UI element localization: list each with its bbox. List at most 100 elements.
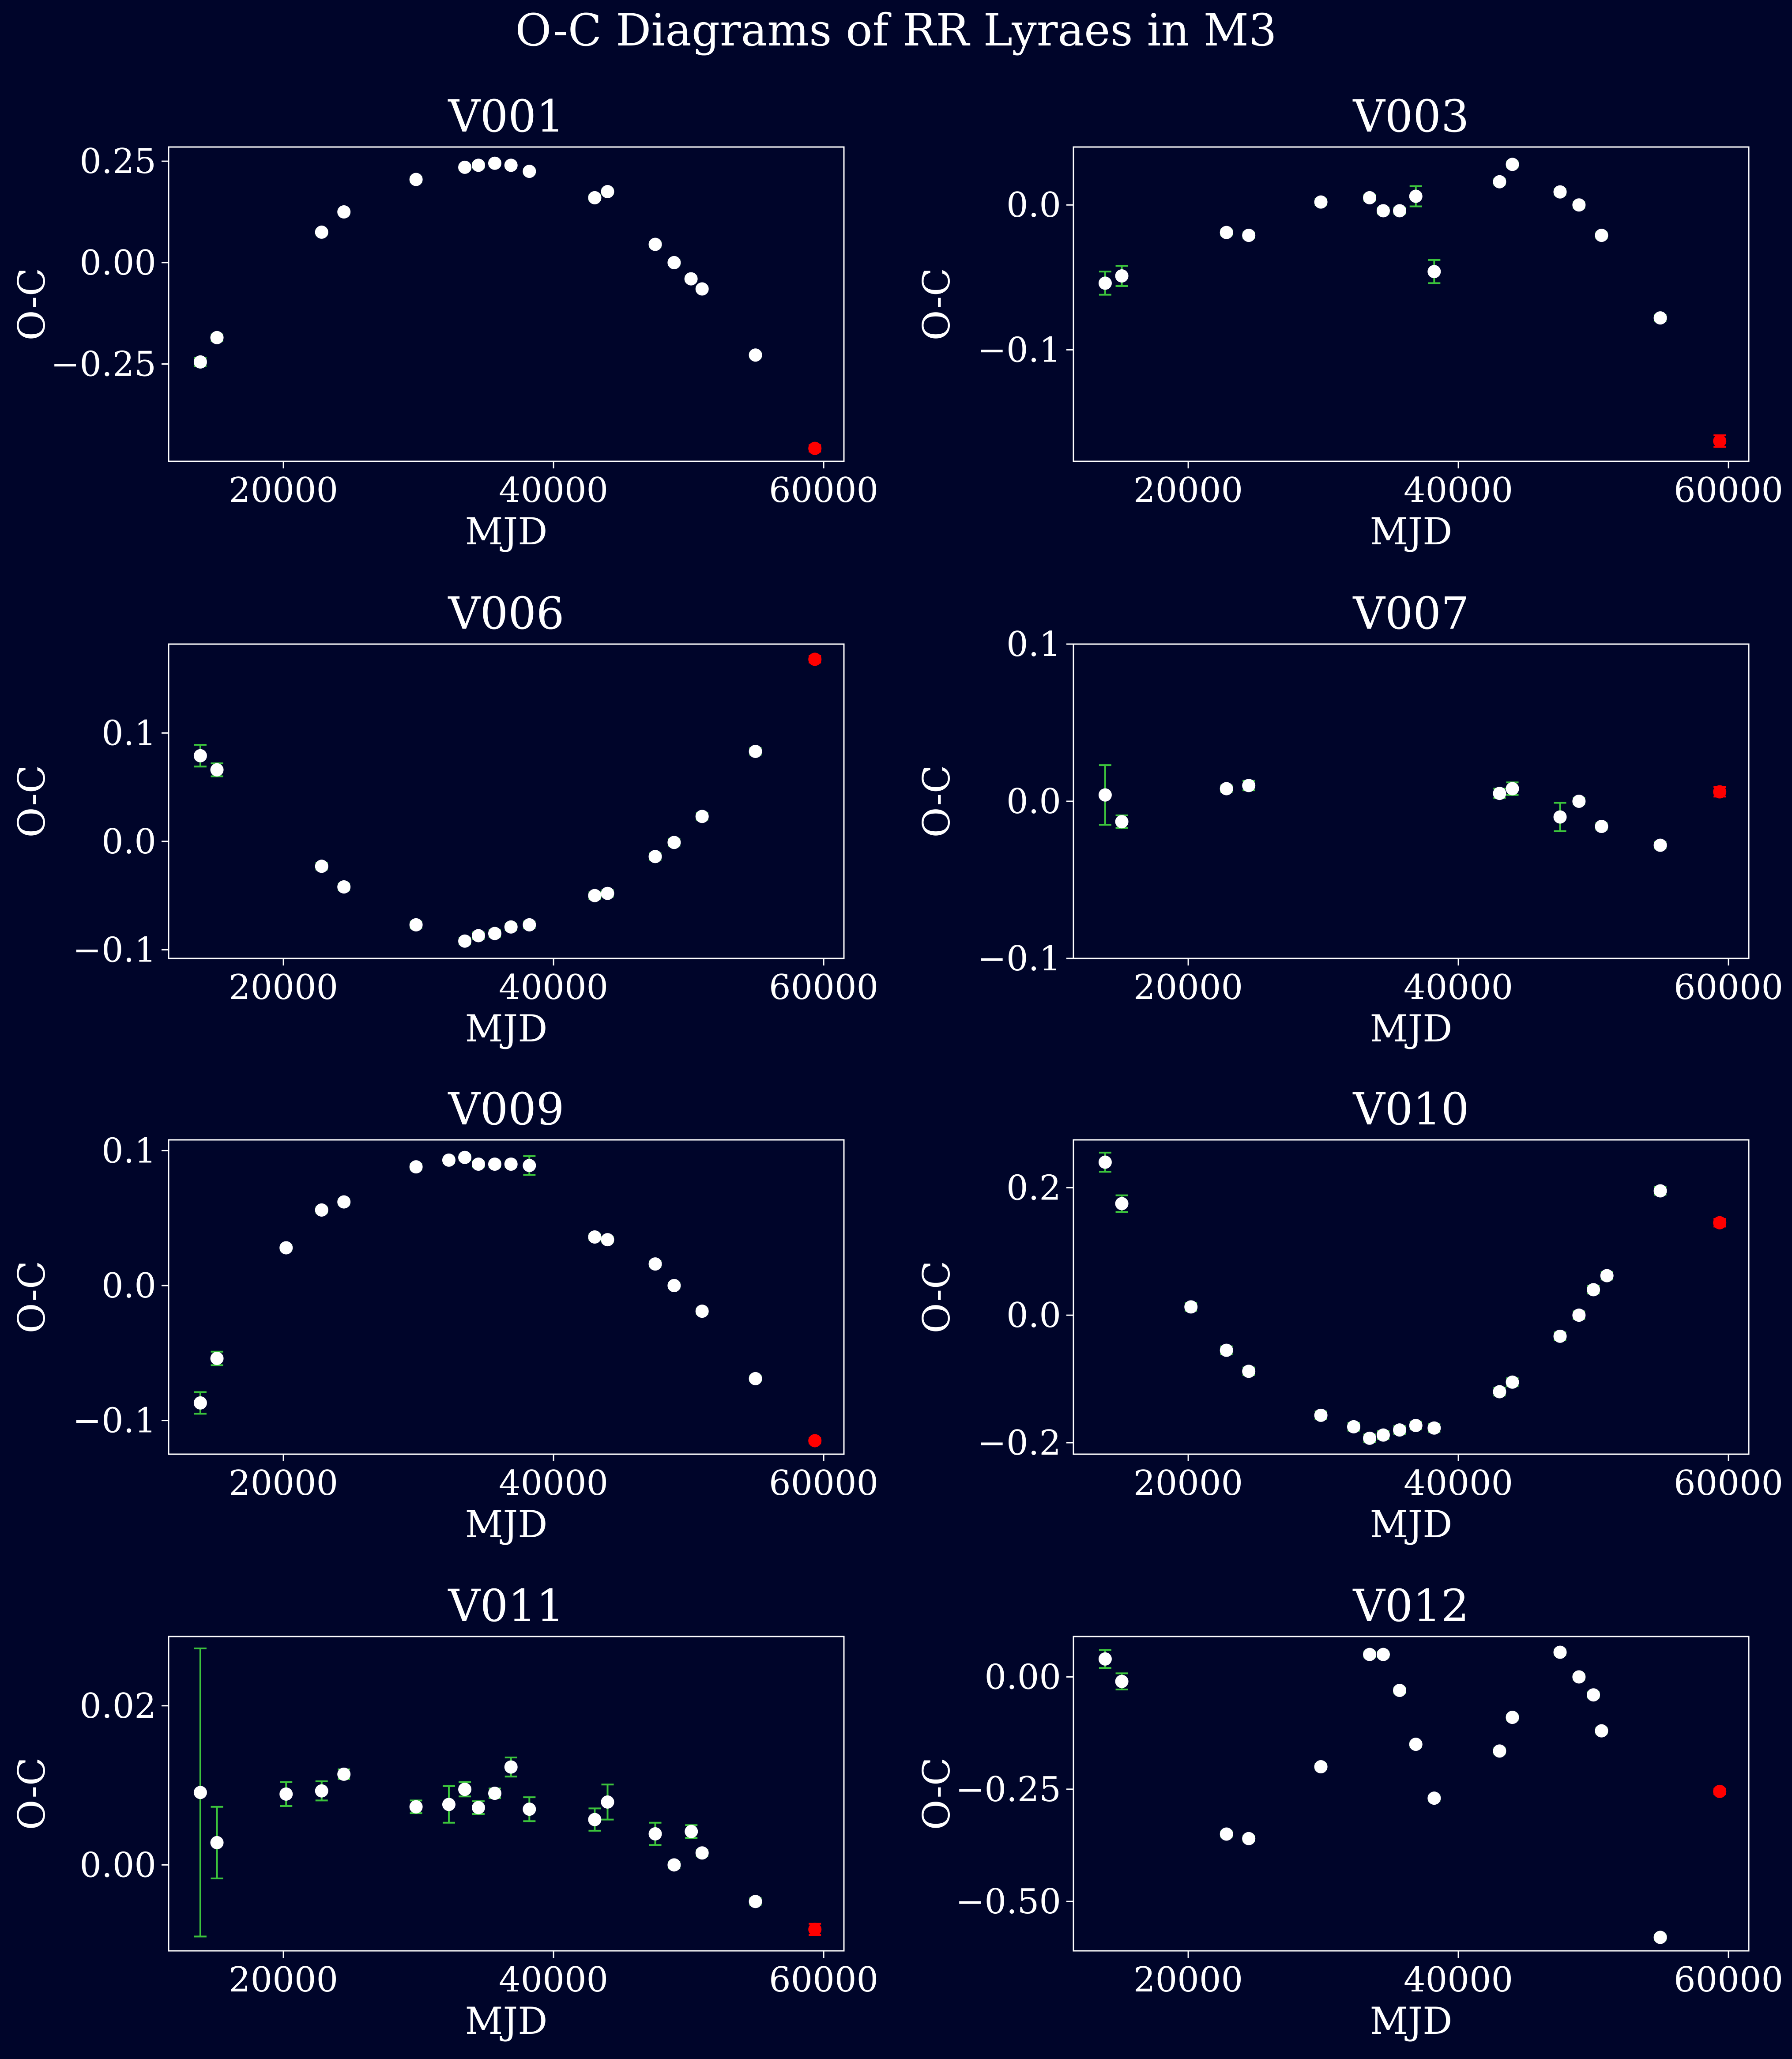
x-axis-label: MJD: [1370, 1503, 1453, 1546]
data-point: [1553, 1329, 1567, 1343]
data-point: [1493, 787, 1506, 800]
data-point: [337, 880, 351, 894]
data-marker: [1653, 311, 1667, 325]
data-point: [588, 191, 602, 204]
data-point: [1506, 158, 1519, 171]
data-point: [1653, 1931, 1667, 1944]
data-marker: [315, 860, 328, 873]
data-point: [749, 348, 762, 362]
x-tick-label: 60000: [1674, 1463, 1783, 1503]
axes-frame: [1073, 1636, 1750, 1952]
data-marker: [442, 1798, 456, 1811]
y-axis-label: O-C: [10, 1757, 53, 1830]
data-point: [504, 158, 518, 172]
data-marker: [1115, 815, 1129, 829]
y-tick-label: 0.00: [79, 243, 156, 283]
data-marker: [588, 191, 602, 204]
data-marker: [210, 331, 224, 344]
data-marker: [1393, 204, 1406, 218]
data-point: [458, 1150, 472, 1164]
data-point: [1220, 782, 1233, 796]
data-marker: [648, 1827, 662, 1841]
data-marker: [504, 1760, 518, 1774]
data-point: [1506, 1711, 1519, 1724]
y-tick-label: 0.0: [1006, 782, 1061, 822]
data-marker: [1363, 1648, 1377, 1661]
y-tick-label: −0.1: [73, 930, 156, 970]
data-marker: [442, 1153, 456, 1167]
y-axis-label: O-C: [915, 1757, 958, 1830]
x-tick-label: 20000: [1133, 1960, 1243, 2000]
data-point: [409, 173, 423, 186]
data-point: [488, 156, 501, 170]
data-marker: [601, 1233, 614, 1247]
data-point: [1595, 1724, 1608, 1738]
data-marker: [1572, 1309, 1586, 1322]
data-point-latest: [808, 1923, 822, 1936]
data-marker: [504, 1158, 518, 1171]
data-marker: [1427, 1421, 1441, 1435]
x-tick-label: 40000: [499, 1463, 608, 1503]
data-marker: [601, 185, 614, 199]
data-point: [458, 934, 472, 948]
data-marker: [523, 1159, 536, 1173]
data-marker: [1587, 1283, 1600, 1297]
x-tick-label: 40000: [1404, 1463, 1513, 1503]
data-marker: [1427, 265, 1441, 279]
data-marker: [1713, 1784, 1727, 1798]
x-tick-label: 60000: [1674, 471, 1783, 510]
data-point: [1653, 838, 1667, 852]
data-marker: [504, 158, 518, 172]
data-marker: [1409, 1419, 1423, 1433]
data-point: [1098, 1151, 1112, 1173]
data-marker: [458, 1783, 472, 1796]
data-point: [315, 1780, 328, 1802]
data-marker: [279, 1241, 293, 1255]
data-point: [210, 762, 224, 777]
data-marker: [1572, 198, 1586, 212]
y-tick-label: 0.00: [79, 1845, 156, 1885]
data-marker: [1098, 788, 1112, 802]
data-point: [1242, 229, 1256, 242]
data-marker: [471, 929, 485, 943]
data-marker: [808, 441, 822, 455]
figure-title-wrap: O-C Diagrams of RR Lyraes in M3: [0, 4, 1792, 56]
data-marker: [588, 889, 602, 902]
data-marker: [210, 763, 224, 777]
data-point: [648, 850, 662, 864]
y-tick-label: 0.1: [1006, 625, 1061, 664]
data-point-latest: [808, 652, 822, 666]
data-marker: [1427, 1791, 1441, 1805]
data-marker: [648, 1257, 662, 1271]
y-tick-label: 0.0: [102, 822, 156, 862]
data-marker: [749, 745, 762, 758]
y-tick-label: −0.50: [956, 1882, 1061, 1922]
figure-title: O-C Diagrams of RR Lyraes in M3: [515, 4, 1277, 56]
data-point: [695, 1846, 709, 1860]
data-marker: [667, 1279, 681, 1293]
y-tick-label: 0.0: [1006, 1296, 1061, 1335]
data-point: [1115, 1672, 1129, 1691]
y-axis-label: O-C: [10, 765, 53, 838]
data-point-latest: [1713, 785, 1727, 799]
data-point: [684, 272, 698, 286]
x-tick-label: 60000: [769, 471, 878, 510]
data-marker: [315, 225, 328, 239]
data-point: [1553, 185, 1567, 199]
data-marker: [1713, 785, 1727, 799]
data-point: [695, 282, 709, 296]
data-point: [1595, 819, 1608, 833]
data-point: [1427, 1791, 1441, 1805]
data-marker: [1493, 1744, 1506, 1758]
data-marker: [808, 652, 822, 666]
data-marker: [1506, 782, 1519, 796]
data-marker: [685, 1825, 698, 1838]
data-marker: [1409, 189, 1423, 203]
data-marker: [1572, 1670, 1586, 1684]
panel-title: V003: [1353, 91, 1469, 142]
axes-frame: [168, 146, 845, 462]
data-point: [523, 165, 536, 178]
data-point: [488, 927, 501, 940]
data-point: [695, 810, 709, 823]
data-point: [193, 1391, 207, 1415]
